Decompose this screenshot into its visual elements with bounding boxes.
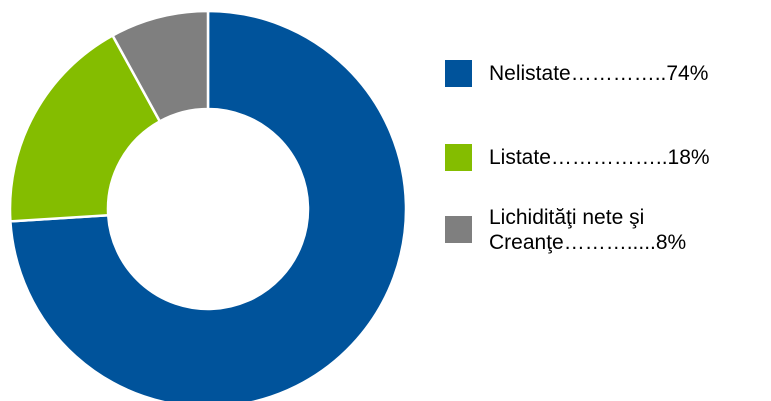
legend-item-listate: Listate……………..18% xyxy=(445,144,710,171)
legend-item-nelistate: Nelistate…………..74% xyxy=(445,60,708,87)
legend-swatch-listate xyxy=(445,144,472,171)
legend-label-listate: Listate……………..18% xyxy=(489,146,710,169)
donut-slice-lichiditati xyxy=(111,9,210,123)
legend-label-nelistate: Nelistate…………..74% xyxy=(489,62,709,85)
legend-swatch-lichiditati xyxy=(445,216,472,243)
donut-slices xyxy=(8,9,408,401)
donut-chart xyxy=(8,9,408,401)
donut-slice-nelistate xyxy=(9,9,408,401)
donut-slice-listate xyxy=(8,34,162,223)
legend-label-lichiditati: Lichidităţi nete şi Creanţe……….....8% xyxy=(489,206,687,254)
legend-swatch-nelistate xyxy=(445,60,472,87)
legend-item-lichiditati: Lichidităţi nete şi Creanţe……….....8% xyxy=(445,205,686,255)
